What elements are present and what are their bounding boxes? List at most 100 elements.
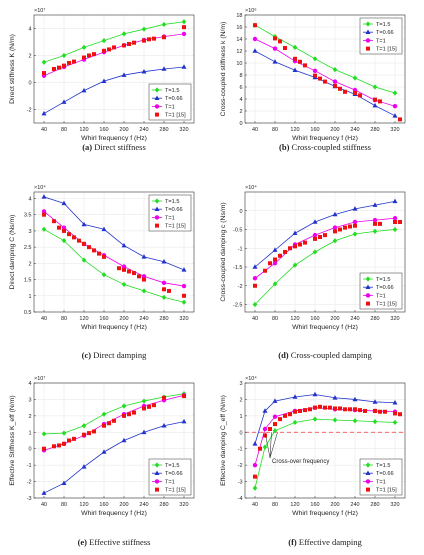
chart-panel-e: 40 80 120 160 200 240 280 320 -3 -2 -1 0 1 2 3 4×10⁷ Whi… [9, 375, 195, 547]
x-tick-label: 200 [119, 316, 128, 322]
series-line-t-1-5 [43, 21, 185, 63]
data-point [61, 52, 67, 59]
y-tick-label: 1 [28, 294, 31, 300]
data-point-ref [253, 23, 257, 28]
data-point-ref [92, 248, 96, 253]
y-tick-label: -1 [27, 463, 32, 469]
data-point-ref [62, 441, 66, 446]
y-tick-label: -2 [27, 480, 32, 486]
series-line-t-0-66 [43, 196, 185, 271]
data-point [141, 429, 147, 435]
data-point [81, 87, 87, 93]
legend-swatch [365, 21, 371, 27]
data-point [352, 206, 358, 211]
data-point [252, 264, 258, 269]
series-line-t-1-5 [254, 24, 396, 94]
data-point-ref [147, 37, 151, 42]
data-point-ref [122, 413, 126, 418]
y-tick-label: 16 [236, 25, 242, 31]
axis-exponent: ×10⁷ [34, 375, 45, 382]
data-point-ref [147, 404, 151, 409]
legend-label: T=1.5 [165, 463, 179, 469]
data-point-ref [52, 219, 56, 224]
series-line-t-0-66 [43, 421, 185, 494]
legend-label: T=1 [15] [165, 113, 186, 119]
legend: T=1.5 T=0.66 T=1 T=1 [15] [148, 83, 192, 121]
x-tick-label: 320 [179, 502, 188, 508]
data-point [312, 391, 318, 397]
legend-label: T=1 [376, 293, 386, 299]
data-point [121, 264, 127, 269]
data-point [181, 418, 187, 424]
caption: (c) Direct damping [82, 350, 147, 360]
data-point-ref [132, 410, 136, 415]
data-point [312, 416, 318, 422]
caption-letter: (f) [288, 537, 297, 547]
data-point [292, 230, 298, 236]
data-point [121, 242, 127, 248]
x-tick-label: 240 [350, 502, 359, 508]
legend: T=1.5 T=0.66 T=1 T=1 [15] [148, 458, 192, 496]
data-point [161, 280, 167, 286]
data-point-ref [318, 404, 322, 409]
chart-panel-f: 40 80 120 160 200 240 280 320 -4 -3 -2 -1 0 1 2 3×10⁴ Wh… [220, 375, 406, 547]
data-point [181, 31, 187, 37]
data-point [252, 276, 258, 281]
data-point [312, 56, 318, 62]
data-point [41, 194, 47, 199]
data-point-ref [57, 225, 61, 230]
data-point-ref [258, 446, 262, 451]
legend-swatch [154, 479, 160, 484]
data-point [101, 78, 107, 83]
x-tick-label: 80 [61, 316, 67, 322]
data-point [262, 426, 268, 432]
x-tick-label: 40 [41, 127, 47, 133]
data-point-ref [107, 421, 111, 426]
caption-text: Cross-coupled damping [289, 350, 373, 360]
x-tick-label: 320 [390, 316, 399, 322]
data-point [181, 299, 187, 305]
data-point-ref [328, 405, 332, 410]
caption-letter: (d) [278, 350, 289, 360]
x-tick-label: 120 [290, 502, 299, 508]
data-point-ref [278, 417, 282, 422]
data-point-ref [112, 418, 116, 423]
data-point [252, 485, 258, 491]
x-tick-label: 120 [79, 316, 88, 322]
data-point-ref [52, 444, 56, 449]
caption: (a) Direct stiffness [82, 142, 146, 152]
caption-text: Direct damping [91, 350, 147, 360]
y-tick-label: 1 [28, 430, 31, 436]
data-point [272, 261, 278, 266]
data-point-ref [253, 283, 257, 288]
plot-frame [244, 14, 406, 124]
y-tick-label: 0 [28, 81, 31, 87]
data-point-ref [117, 266, 121, 271]
data-point [252, 36, 258, 42]
caption-letter: (c) [82, 350, 92, 360]
legend-swatch [154, 462, 160, 468]
data-point [292, 419, 298, 426]
y-tick-label: 2 [28, 414, 31, 420]
annotation-arrow [269, 432, 278, 458]
data-point [392, 419, 398, 426]
legend-label: T=1.5 [165, 88, 179, 94]
data-point [272, 281, 278, 287]
data-point-ref [313, 236, 317, 241]
legend-swatch [365, 470, 371, 475]
data-point-ref [42, 446, 46, 451]
data-point-ref [378, 409, 382, 414]
data-point-ref [137, 274, 141, 279]
legend-label: T=1.5 [376, 22, 390, 28]
legend-swatch [155, 112, 159, 117]
data-point [181, 267, 187, 272]
legend-swatch [366, 487, 370, 492]
y-tick-label: 0 [28, 447, 31, 453]
data-point [372, 84, 378, 90]
data-point [272, 247, 278, 252]
data-point-ref [353, 407, 357, 412]
x-tick-label: 80 [272, 127, 278, 133]
x-tick-label: 80 [61, 502, 67, 508]
data-point-ref [127, 42, 131, 47]
